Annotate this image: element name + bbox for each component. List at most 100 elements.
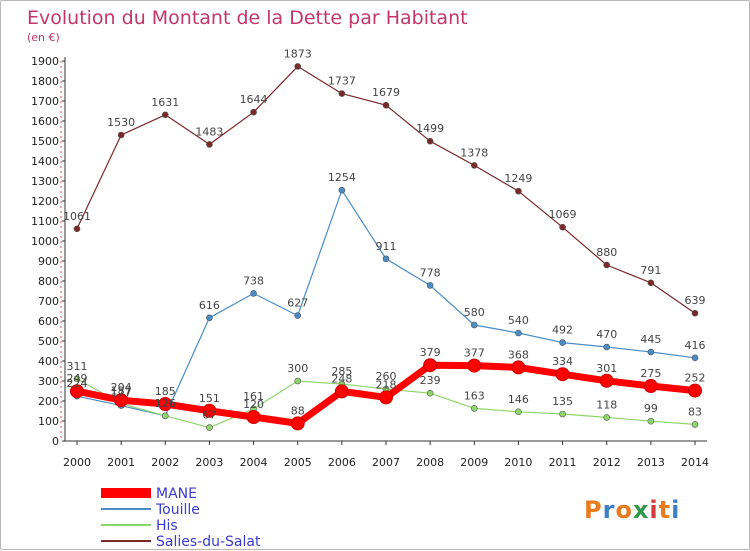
data-label: 252: [685, 372, 706, 385]
data-point: [691, 354, 699, 362]
data-point: [334, 384, 349, 399]
x-tick-label: 2008: [416, 456, 444, 469]
data-point: [515, 329, 522, 337]
legend-swatch: [101, 508, 151, 510]
data-label: 1631: [151, 96, 179, 109]
data-point: [555, 367, 570, 382]
x-tick-label: 2011: [549, 456, 577, 469]
y-tick-label: 1400: [31, 155, 59, 168]
data-label: 120: [243, 398, 264, 411]
logo-letter: t: [659, 496, 671, 524]
y-tick-label: 1200: [31, 195, 59, 208]
proxiti-logo: Proxiti: [584, 496, 680, 524]
data-label: 1254: [328, 171, 356, 184]
data-label: 738: [243, 274, 264, 287]
data-label: 177: [111, 387, 132, 400]
data-label: 275: [640, 367, 661, 380]
data-point: [423, 358, 438, 373]
data-label: 334: [552, 355, 573, 368]
y-tick-label: 1900: [31, 55, 59, 68]
data-point: [338, 90, 346, 97]
data-point: [294, 312, 302, 319]
data-point: [599, 373, 614, 388]
data-point: [426, 137, 434, 145]
data-point: [206, 424, 213, 431]
data-label: 151: [199, 392, 220, 405]
y-tick-label: 1500: [31, 135, 59, 148]
y-tick-label: 900: [38, 255, 59, 268]
data-point: [470, 162, 478, 169]
y-tick-label: 0: [52, 435, 59, 448]
data-label: 118: [596, 398, 617, 411]
data-point: [467, 358, 482, 373]
data-point: [290, 416, 305, 431]
data-point: [294, 377, 302, 385]
data-point: [250, 290, 257, 297]
y-tick-label: 1000: [31, 235, 59, 248]
data-point: [688, 383, 702, 398]
data-label: 249: [67, 372, 88, 385]
logo-letter: i: [649, 496, 658, 524]
data-point: [691, 421, 699, 428]
data-label: 301: [596, 362, 617, 375]
data-point: [161, 412, 169, 420]
data-point: [426, 389, 434, 397]
data-label: 67: [202, 409, 216, 422]
data-point: [294, 63, 302, 70]
x-tick-label: 2002: [151, 456, 179, 469]
data-point: [206, 314, 213, 322]
y-tick-label: 400: [38, 355, 59, 368]
y-tick-label: 1800: [31, 75, 59, 88]
legend-swatch: [101, 540, 151, 542]
data-point: [647, 417, 655, 425]
data-label: 311: [67, 360, 88, 373]
data-label: 285: [331, 365, 352, 378]
data-label: 300: [287, 362, 308, 375]
data-point: [647, 348, 655, 356]
legend-swatch: [101, 524, 151, 526]
data-label: 639: [685, 294, 706, 307]
data-label: 224: [67, 377, 88, 390]
data-label: 146: [508, 393, 529, 406]
logo-letter: o: [615, 496, 633, 524]
data-point: [515, 408, 522, 416]
legend-label: Salies-du-Salat: [156, 534, 261, 550]
data-point: [206, 141, 213, 148]
data-point: [161, 111, 169, 119]
data-label: 126: [155, 397, 176, 410]
axes: 0 100 200 300 400 500 600 700 800 900 1000 1100 1200…: [31, 55, 709, 469]
x-tick-label: 2007: [372, 456, 400, 469]
legend-label: MANE: [156, 486, 197, 502]
data-label: 416: [685, 339, 706, 352]
data-label: 368: [508, 348, 529, 361]
data-label: 1644: [240, 93, 268, 106]
data-label: 445: [640, 333, 661, 346]
data-point: [202, 403, 217, 418]
data-label: 1483: [195, 125, 223, 138]
data-point: [511, 360, 526, 375]
data-point: [379, 390, 393, 405]
data-label: 1873: [284, 47, 312, 60]
series-his: [73, 375, 699, 431]
x-tick-label: 2009: [460, 456, 488, 469]
y-tick-label: 600: [38, 315, 59, 328]
data-label: 185: [155, 385, 176, 398]
series-layer: [70, 63, 702, 431]
legend-label: Touille: [155, 502, 200, 518]
data-label: 379: [420, 346, 441, 359]
data-label: 126: [155, 397, 176, 410]
data-label: 616: [199, 299, 220, 312]
data-label: 1378: [460, 146, 488, 159]
chart-subtitle: (en €): [27, 31, 60, 44]
data-label: 163: [464, 389, 485, 402]
data-point: [470, 321, 478, 329]
y-tick-label: 200: [38, 395, 59, 408]
data-label: 1737: [328, 75, 356, 88]
data-label: 377: [464, 347, 485, 360]
data-point: [158, 397, 173, 411]
data-label: 187: [111, 385, 132, 398]
data-point: [70, 384, 84, 399]
data-point: [691, 309, 699, 317]
